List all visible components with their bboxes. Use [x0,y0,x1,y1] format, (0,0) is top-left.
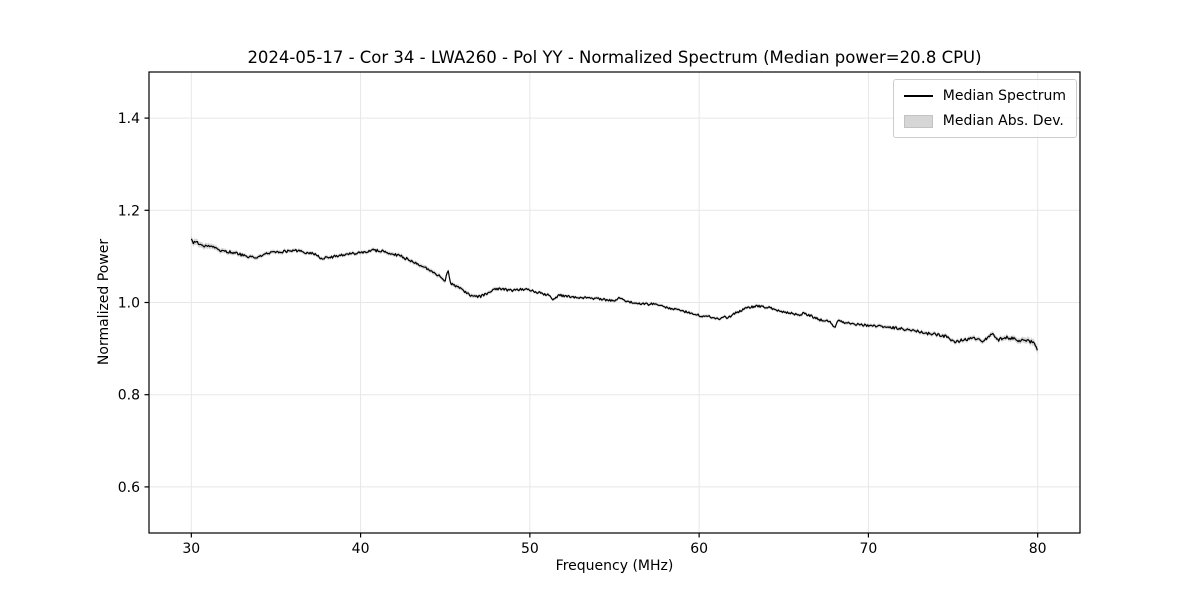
x-tick-label: 40 [352,541,370,557]
y-axis-label: Normalized Power [96,238,112,366]
legend-entry-median-spectrum: Median Spectrum [903,87,1066,105]
legend-label-median-abs-dev: Median Abs. Dev. [942,113,1064,129]
x-axis-label: Frequency (MHz) [555,558,674,574]
x-tick-label: 50 [521,541,539,557]
legend-line-swatch [903,95,933,97]
y-tick-label: 1.0 [118,296,140,312]
x-tick-label: 70 [859,541,877,557]
x-tick-label: 60 [690,541,708,557]
y-tick-label: 0.6 [118,480,140,496]
x-tick-label: 80 [1029,541,1047,557]
median-abs-dev-band [191,235,1038,354]
legend: Median Spectrum Median Abs. Dev. [892,79,1077,138]
legend-label-median-spectrum: Median Spectrum [942,88,1066,104]
y-tick-label: 1.4 [118,111,140,127]
median-spectrum-line [190,238,1038,351]
legend-patch-swatch [903,114,933,128]
legend-entry-median-abs-dev: Median Abs. Dev. [903,112,1066,130]
y-tick-label: 0.8 [118,388,140,404]
chart-title: 2024-05-17 - Cor 34 - LWA260 - Pol YY - … [247,48,982,67]
x-tick-label: 30 [182,541,200,557]
y-tick-label: 1.2 [118,203,140,219]
